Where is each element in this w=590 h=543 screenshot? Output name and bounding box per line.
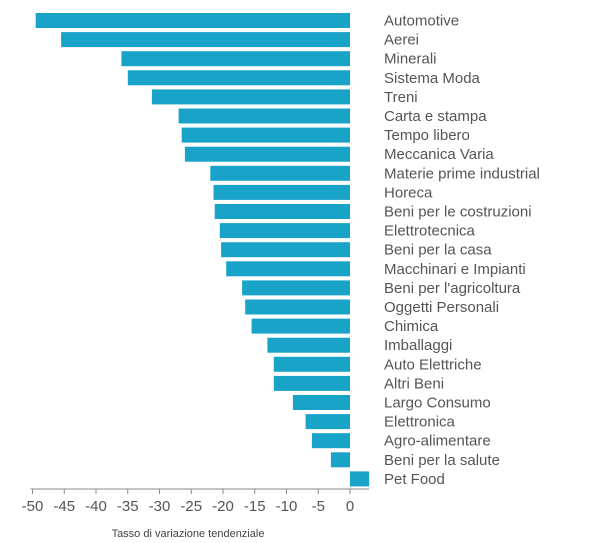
bar-imballaggi xyxy=(267,337,350,353)
x-tick-label: -25 xyxy=(180,498,202,515)
category-label-elettrotecnica: Elettrotecnica xyxy=(384,223,476,240)
category-label-tempo-libero: Tempo libero xyxy=(384,127,470,144)
x-tick-label: 0 xyxy=(346,498,354,515)
bar-sistema-moda xyxy=(127,70,351,86)
bar-materie-prime-industrial xyxy=(210,165,350,181)
bar-beni-per-la-salute xyxy=(330,452,350,468)
bar-oggetti-personali xyxy=(245,299,350,315)
category-label-beni-per-la-salute: Beni per la salute xyxy=(384,452,500,469)
x-tick-label: -5 xyxy=(312,498,325,515)
bar-altri-beni xyxy=(273,375,350,391)
bar-aerei xyxy=(61,32,350,48)
bar-tempo-libero xyxy=(181,127,350,143)
bar-treni xyxy=(151,89,350,105)
bar-beni-per-la-casa xyxy=(221,242,350,258)
bar-chimica xyxy=(251,318,350,334)
bar-macchinari-e-impianti xyxy=(226,261,350,277)
bars-group xyxy=(35,13,370,487)
category-label-horeca: Horeca xyxy=(384,184,433,201)
category-label-imballaggi: Imballaggi xyxy=(384,337,452,354)
bar-auto-elettriche xyxy=(273,356,350,372)
bar-pet-food xyxy=(350,471,370,487)
category-label-pet-food: Pet Food xyxy=(384,471,445,488)
category-label-minerali: Minerali xyxy=(384,51,437,68)
x-tick-label: -30 xyxy=(149,498,171,515)
bar-elettronica xyxy=(305,414,350,430)
bar-automotive xyxy=(35,13,350,28)
x-tick-label: -50 xyxy=(22,498,44,515)
category-label-aerei: Aerei xyxy=(384,32,419,49)
bar-agro-alimentare xyxy=(311,433,350,449)
category-label-automotive: Automotive xyxy=(384,13,459,30)
bar-meccanica-varia xyxy=(184,146,350,162)
category-label-auto-elettriche: Auto Elettriche xyxy=(384,356,482,373)
category-label-oggetti-personali: Oggetti Personali xyxy=(384,299,499,316)
category-labels: Automotive Aerei Minerali Sistema Moda Treni… xyxy=(384,13,540,488)
x-axis-title: Tasso di variazione tendenziale xyxy=(112,528,265,540)
category-label-carta-e-stampa: Carta e stampa xyxy=(384,108,487,125)
category-label-sistema-moda: Sistema Moda xyxy=(384,70,481,87)
category-label-agro-alimentare: Agro-alimentare xyxy=(384,433,491,450)
category-label-beni-per-la-casa: Beni per la casa xyxy=(384,242,492,259)
x-tick-label: -20 xyxy=(212,498,234,515)
bar-carta-e-stampa xyxy=(178,108,350,124)
category-label-treni: Treni xyxy=(384,89,418,106)
bar-elettrotecnica xyxy=(219,223,350,239)
x-tick-label: -45 xyxy=(53,498,75,515)
category-label-elettronica: Elettronica xyxy=(384,414,456,431)
category-label-beni-per-le-costruzioni: Beni per le costruzioni xyxy=(384,204,532,221)
category-label-macchinari-e-impianti: Macchinari e Impianti xyxy=(384,261,526,278)
bar-horeca xyxy=(213,184,350,200)
category-label-meccanica-varia: Meccanica Varia xyxy=(384,146,494,163)
category-label-largo-consumo: Largo Consumo xyxy=(384,395,491,412)
category-label-chimica: Chimica xyxy=(384,318,439,335)
category-label-altri-beni: Altri Beni xyxy=(384,375,444,392)
category-label-materie-prime-industrial: Materie prime industrial xyxy=(384,165,540,182)
category-label-beni-per-l-agricoltura: Beni per l'agricoltura xyxy=(384,280,521,297)
x-tick-label: -40 xyxy=(85,498,107,515)
x-tick-label: -15 xyxy=(244,498,266,515)
bar-beni-per-l-agricoltura xyxy=(242,280,350,296)
bar-largo-consumo xyxy=(292,395,350,410)
x-axis-ticks: -50 -45 -40 -35 -30 -25 -20 -15 -10 -5 0 xyxy=(22,489,354,515)
x-tick-label: -10 xyxy=(276,498,298,515)
bar-beni-per-le-costruzioni xyxy=(214,204,350,219)
bar-minerali xyxy=(121,51,351,67)
x-tick-label: -35 xyxy=(117,498,139,515)
